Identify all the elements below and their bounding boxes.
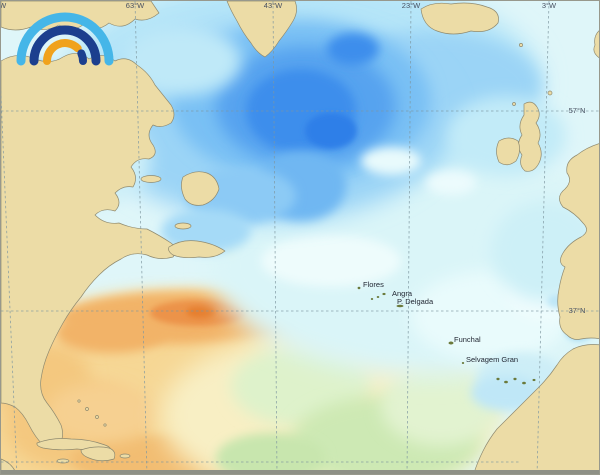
bahamas-island <box>85 407 89 411</box>
canary-island <box>522 381 526 385</box>
hebrides-islands <box>512 102 516 106</box>
place-label-selvagem-gran: Selvagem Gran <box>466 355 519 364</box>
puerto-rico-island <box>119 453 131 459</box>
canary-island <box>513 377 517 381</box>
logo-arc-inner-navy <box>77 49 87 65</box>
great-britain-landmass <box>518 101 542 172</box>
rainbow-arcs-icon <box>16 12 114 66</box>
place-label-p-delgada: P. Delgada <box>397 297 434 306</box>
canary-island <box>532 378 536 382</box>
selvagens-island <box>461 362 465 364</box>
sao-miguel-island <box>396 304 404 308</box>
meridian-3w <box>536 1 550 474</box>
parallel-label-57n: 57°N <box>568 106 586 115</box>
newfoundland-landmass <box>181 171 220 206</box>
nova-scotia-landmass <box>168 240 226 259</box>
anticosti-island <box>140 175 162 183</box>
place-label-angra: Angra <box>392 289 413 298</box>
ireland-landmass <box>496 137 520 166</box>
logo-arc-inner-orange <box>43 39 82 65</box>
bahamas-island <box>103 423 107 427</box>
canary-island <box>504 380 508 384</box>
logo-arc-outer-lightblue <box>16 12 114 66</box>
meridian-label-3w: 3°W <box>541 1 557 10</box>
azores-islet <box>376 296 380 298</box>
canary-island <box>496 377 500 381</box>
bahamas-island <box>95 415 99 419</box>
place-label-flores: Flores <box>363 280 384 289</box>
prince-edward-island <box>174 222 192 230</box>
meridian-label-63w: 63°W <box>125 1 145 10</box>
place-label-funchal: Funchal <box>454 335 481 344</box>
terceira-island <box>382 292 386 296</box>
faroe-islands <box>519 43 523 47</box>
meridian-label-43w: 43°W <box>263 1 283 10</box>
shetland-islands <box>547 90 553 96</box>
madeira-island <box>448 341 454 345</box>
scandinavia-edge-landmass <box>593 30 599 59</box>
iceland-landmass <box>420 2 499 35</box>
africa-landmass <box>473 344 599 474</box>
logo-arc-middle-navy <box>29 25 101 66</box>
north-america-landmass <box>1 53 176 449</box>
europe-landmass <box>557 143 599 340</box>
atlantic-islands <box>357 286 536 385</box>
greenland-landmass <box>226 1 297 58</box>
hispaniola-landmass <box>80 446 116 462</box>
meridian-label-83w: 83°W <box>1 2 6 10</box>
parallel-label-37n: 37°N <box>568 306 586 315</box>
bahamas-island <box>77 399 81 403</box>
azores-islet <box>370 298 374 300</box>
meridian-43w <box>272 1 278 474</box>
meridian-83w <box>1 86 18 474</box>
meridian-23w <box>406 1 412 474</box>
meridian-label-23w: 23°W <box>401 1 421 10</box>
met-office-logo <box>16 12 114 66</box>
flores-island <box>357 286 361 290</box>
map-border-bottom <box>1 470 599 474</box>
meridian-63w <box>134 1 148 474</box>
